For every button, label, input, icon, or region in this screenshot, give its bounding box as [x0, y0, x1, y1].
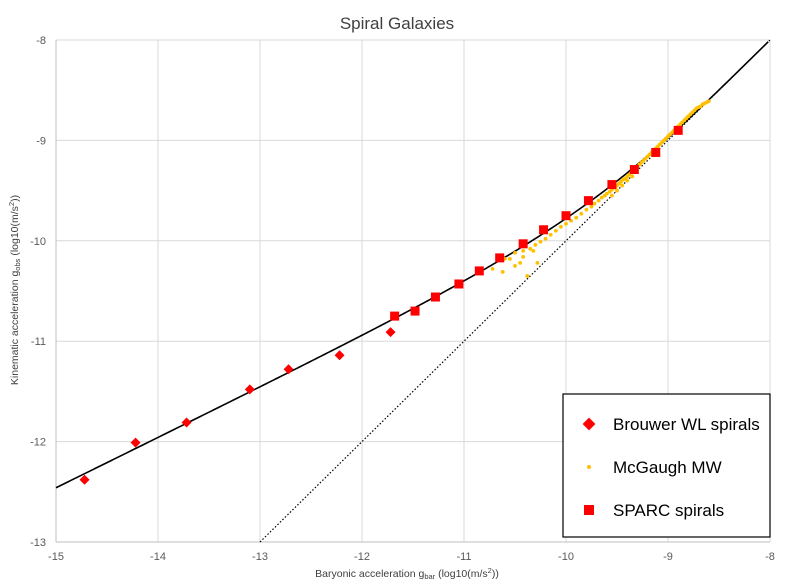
y-axis-label-main: Kinematic acceleration g	[9, 271, 21, 386]
sparc-point	[651, 147, 661, 157]
sparc-point	[561, 211, 571, 221]
sparc-point	[495, 253, 505, 263]
mcgaugh-point	[528, 246, 533, 251]
mcgaugh-point	[513, 264, 517, 268]
x-axis-label-main: Baryonic acceleration g	[315, 568, 424, 579]
x-axis-label-end: ))	[492, 568, 499, 579]
axes: -15 -14 -13 -12 -11 -10 -9 -8 -13 -12 -11 -10 -9 -8	[30, 35, 775, 563]
x-tick-label: -14	[150, 551, 166, 563]
mcgaugh-point	[620, 183, 624, 188]
sparc-point	[410, 306, 420, 316]
mcgaugh-point	[533, 242, 538, 247]
grid	[56, 39, 771, 542]
y-axis-label: Kinematic acceleration gobs (log10(m/s2)…	[7, 195, 22, 385]
mcgaugh-point	[548, 232, 553, 237]
y-tick-label: -12	[30, 437, 46, 449]
chart-title: Spiral Galaxies	[340, 14, 454, 33]
mcgaugh-point	[599, 195, 604, 200]
brouwer-point	[283, 364, 294, 375]
legend-label-brouwer: Brouwer WL spirals	[613, 415, 760, 434]
x-tick-label: -15	[48, 551, 64, 563]
x-tick-label: -9	[663, 551, 673, 563]
sparc-point	[474, 266, 484, 276]
x-axis-label-sub: bar	[424, 572, 435, 579]
mcgaugh-point	[706, 99, 711, 104]
mcgaugh-point	[543, 236, 548, 241]
mcgaugh-point	[604, 191, 609, 196]
y-axis-label-tail: (log10(m/s	[9, 206, 21, 259]
brouwer-point	[79, 474, 90, 485]
legend-label-mcgaugh: McGaugh MW	[613, 458, 722, 477]
sparc-point	[583, 196, 593, 206]
mcgaugh-point	[615, 188, 619, 193]
mcgaugh-point	[579, 211, 584, 216]
sparc-point	[607, 180, 617, 190]
mcgaugh-point	[574, 215, 579, 220]
mcgaugh-point	[592, 201, 597, 206]
y-tick-label: -11	[31, 336, 46, 348]
mcgaugh-point	[538, 239, 543, 244]
mcgaugh-point	[564, 221, 568, 226]
y-tick-label: -10	[30, 236, 46, 248]
brouwer-point	[130, 437, 141, 448]
sparc-point	[518, 239, 528, 249]
mcgaugh-point	[508, 256, 512, 261]
y-axis-label-sub: obs	[13, 258, 22, 270]
x-tick-label: -10	[558, 551, 574, 563]
brouwer-point	[181, 417, 192, 428]
x-tick-label: -11	[456, 551, 471, 563]
brouwer-point	[244, 384, 255, 395]
mcgaugh-point	[610, 193, 614, 198]
x-axis-label: Baryonic acceleration gbar (log10(m/s2))	[315, 566, 499, 579]
legend: Brouwer WL spirals McGaugh MW SPARC spir…	[562, 393, 771, 538]
mcgaugh-point	[531, 248, 536, 253]
brouwer-point	[334, 350, 345, 361]
x-axis-label-tail: (log10(m/s	[435, 568, 488, 579]
sparc-point	[629, 165, 639, 175]
y-axis-label-end: ))	[9, 195, 21, 202]
sparc-point	[430, 292, 440, 302]
mcgaugh-point	[521, 248, 526, 253]
markers	[79, 99, 711, 485]
mcgaugh-point	[490, 267, 495, 271]
x-axis-label-sup: 2	[488, 566, 492, 575]
mcgaugh-point	[518, 260, 522, 265]
mcgaugh-point	[535, 260, 540, 265]
y-axis-label-sup: 2	[7, 202, 16, 206]
x-tick-label: -13	[252, 551, 268, 563]
sparc-point	[539, 225, 549, 235]
mcgaugh-point	[584, 207, 589, 212]
mcgaugh-point	[625, 178, 630, 183]
legend-marker-sparc	[584, 505, 594, 515]
x-tick-label: -12	[354, 551, 370, 563]
sparc-point	[673, 125, 683, 135]
y-tick-label: -13	[30, 537, 46, 549]
legend-box	[562, 393, 771, 538]
sparc-point	[390, 311, 400, 321]
mcgaugh-point	[521, 254, 526, 259]
mcgaugh-point	[553, 228, 558, 233]
mcgaugh-point	[596, 198, 601, 203]
mcgaugh-point	[589, 204, 594, 209]
unity-line	[259, 39, 771, 543]
legend-marker-mcgaugh	[587, 465, 591, 469]
mcgaugh-point	[525, 274, 530, 278]
legend-label-sparc: SPARC spirals	[613, 501, 724, 520]
sparc-point	[454, 279, 464, 289]
mcgaugh-point	[630, 174, 635, 179]
mcgaugh-point	[513, 250, 517, 255]
x-tick-label: -8	[765, 551, 775, 563]
y-tick-label: -9	[36, 135, 46, 147]
y-tick-label: -8	[36, 35, 46, 47]
mcgaugh-point	[559, 224, 563, 229]
brouwer-point	[385, 327, 396, 338]
mcgaugh-point	[500, 270, 505, 274]
